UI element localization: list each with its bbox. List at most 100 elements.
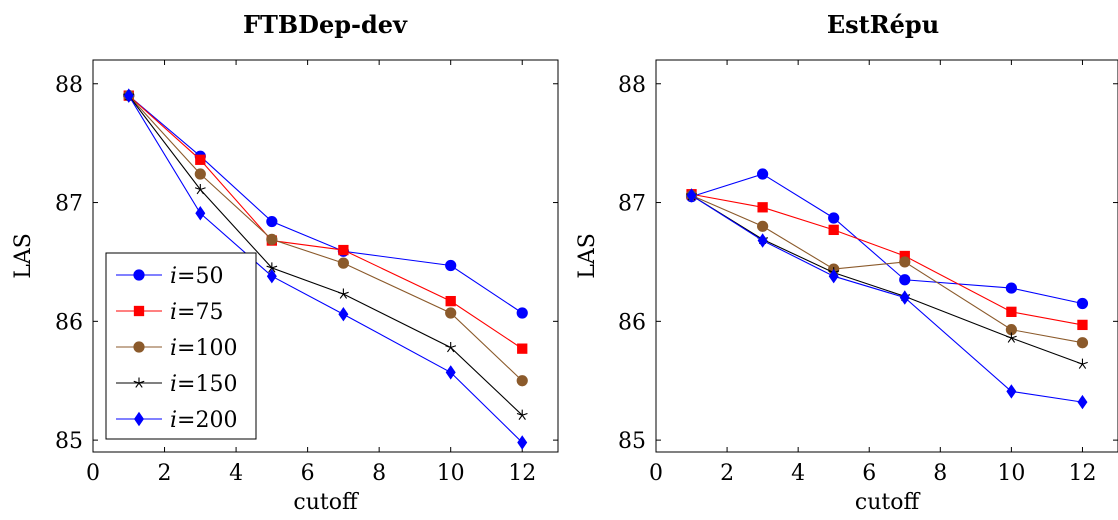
chart-1-xtick-label: 4	[229, 461, 243, 486]
legend-value: 75	[195, 300, 223, 325]
chart-1-legend-entry: i=200	[116, 408, 237, 433]
chart-1-xtick-label: 12	[508, 461, 536, 486]
chart-1-ytick-label: 85	[55, 429, 83, 454]
chart-1-series-2-point	[195, 154, 206, 165]
chart-2-axes-frame	[655, 59, 1118, 453]
chart-1-series-1-point	[445, 259, 457, 272]
chart-2-series-4-line	[691, 194, 1083, 365]
chart-1-series-2-point	[338, 244, 349, 256]
chart-1-series-3-line	[128, 95, 523, 382]
chart-1-ytick-label: 86	[55, 310, 83, 335]
chart-1-y-axis-label: LAS	[11, 233, 36, 279]
chart-1-series-3-point	[266, 233, 278, 245]
chart-2-series-5-point	[828, 268, 839, 284]
legend-value: 150	[195, 372, 237, 397]
chart-1-legend-swatch-marker	[134, 411, 144, 427]
chart-1-series-3-point	[445, 307, 457, 319]
legend-variable: i	[170, 264, 177, 289]
chart-1-series-4-point	[445, 341, 457, 353]
chart-1-xtick-label: 2	[158, 461, 172, 486]
chart-1-series-5-point	[266, 268, 277, 284]
chart-2-series-1-point	[1005, 282, 1017, 294]
chart-1-legend-swatch-marker	[133, 305, 145, 317]
chart-1-series-5-point	[338, 307, 349, 322]
chart-2-xtick-label: 2	[720, 461, 734, 486]
chart-2-series-5-point	[686, 188, 697, 203]
chart-1-title: FTBDep-dev	[243, 10, 408, 39]
chart-2-series-3	[685, 189, 1089, 349]
chart-2-ytick-label: 85	[618, 429, 646, 454]
chart-1-series-4-point	[337, 288, 349, 299]
chart-2-ytick-label: 86	[618, 310, 646, 335]
chart-1-series-4-point	[516, 409, 528, 420]
chart-2-ytick-label: 87	[618, 192, 646, 217]
legend-equals: =	[177, 300, 195, 325]
chart-1-legend-label: i=75	[170, 300, 223, 325]
chart-2-series-2-point	[1006, 306, 1017, 317]
chart-2-series-5-line	[691, 194, 1083, 403]
legend-value: 200	[195, 408, 237, 433]
chart-2-xtick-label: 8	[933, 461, 947, 486]
chart-2-series-2-line	[691, 193, 1083, 326]
chart-2-series-4	[686, 189, 1088, 369]
chart-2-series-4-point	[1005, 332, 1017, 343]
chart-1-series-1-line	[128, 95, 523, 314]
chart-2-xtick-label: 12	[1068, 461, 1096, 486]
legend-value: 50	[195, 264, 223, 289]
chart-1-legend-label: i=150	[170, 372, 237, 397]
chart-1-xtick-label: 6	[301, 461, 315, 486]
chart-2-xtick-label: 10	[997, 461, 1025, 486]
chart-1-series-3-point	[194, 168, 206, 180]
chart-1-series-2-point	[517, 343, 528, 354]
chart-1-xtick-label: 8	[372, 461, 386, 486]
chart-2-series-5-point	[757, 233, 768, 248]
chart-2-series-1-point	[1076, 297, 1089, 310]
chart-1-series-1-point	[516, 307, 528, 319]
chart-2-series-1-line	[691, 173, 1083, 305]
chart-1-legend-label: i=50	[170, 264, 223, 289]
chart-1-series-1-point	[266, 215, 278, 228]
chart-1-series-4-line	[128, 95, 523, 416]
chart-1-legend-entry: i=50	[116, 264, 223, 289]
chart-1-legend-label: i=100	[170, 336, 237, 361]
chart-1-series-2-line	[128, 95, 523, 350]
chart-1-series-5-point	[123, 88, 134, 103]
chart-1-xtick-label: 10	[437, 461, 465, 486]
chart-1-series-4-point	[194, 183, 206, 195]
chart-1-xtick-label: 0	[86, 461, 100, 486]
chart-2-xtick-label: 0	[649, 461, 663, 486]
chart-2-series-2	[686, 189, 1088, 331]
legend-variable: i	[170, 372, 177, 397]
chart-1-legend-swatch-marker	[133, 341, 145, 353]
chart-1-series-4-point	[266, 262, 278, 273]
chart-2-xtick-label: 4	[791, 461, 805, 486]
chart-2-series-1	[685, 168, 1089, 310]
chart-1-series-5-line	[128, 95, 523, 443]
legend-variable: i	[170, 408, 177, 433]
chart-2-y-axis-label: LAS	[575, 233, 600, 279]
chart-2-series-3-line	[691, 194, 1083, 344]
legend-value: 100	[195, 336, 237, 361]
chart-2-series-1-point	[899, 274, 911, 286]
chart-1-series-3-point	[516, 375, 528, 387]
chart-2-series-4-point	[1077, 358, 1088, 369]
chart-2-series-5-point	[1006, 384, 1017, 399]
chart-2-series-2-point	[828, 224, 839, 236]
legend-equals: =	[177, 372, 195, 397]
chart-2-title: EstRépu	[827, 10, 939, 39]
chart-1-ytick-label: 87	[55, 192, 83, 217]
chart-2: EstRépu 0 2 4 6 8 10 12 85 86 87 88 cutoff LAS	[575, 10, 1118, 515]
chart-1-x-axis-label: cutoff	[293, 490, 359, 515]
chart-1-series-5	[123, 88, 528, 450]
legend-variable: i	[170, 336, 177, 361]
chart-2-series-1-point	[757, 168, 769, 180]
chart-2-series-3-point	[757, 220, 769, 232]
legend-variable: i	[170, 300, 177, 325]
chart-2-series-3-point	[899, 256, 911, 268]
chart-1-legend-entry: i=150	[116, 372, 237, 397]
chart-1-legend-label: i=200	[170, 408, 237, 433]
legend-equals: =	[177, 264, 195, 289]
